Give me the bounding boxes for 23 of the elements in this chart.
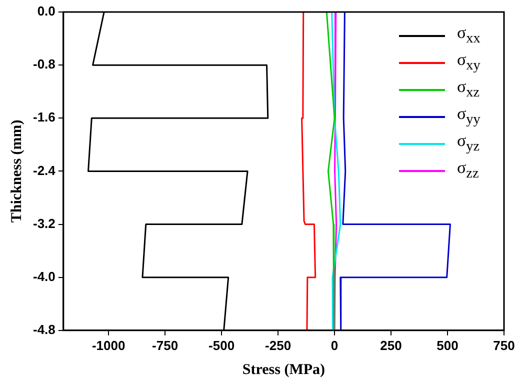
y-axis-title: Thickness (mm) <box>8 120 25 223</box>
x-tick-label: 250 <box>380 338 402 353</box>
y-tick-label: -4.0 <box>32 268 56 284</box>
y-tick-label: -3.2 <box>32 216 56 231</box>
legend-label: σ$_{yy}$ <box>457 104 480 129</box>
x-tick-label: -1000 <box>92 338 126 353</box>
x-tick-label: 750 <box>493 338 515 353</box>
legend-label: σ$_{zz}$ <box>457 158 479 183</box>
y-tick-label: -1.6 <box>32 110 56 125</box>
y-tick-label: -2.4 <box>32 162 56 178</box>
y-tick-label: -4.8 <box>32 322 56 337</box>
x-tick-label: 500 <box>436 338 458 353</box>
x-tick-label: -250 <box>265 338 292 353</box>
x-tick-label: -750 <box>152 338 178 353</box>
x-axis-title: Stress (MPa) <box>242 362 326 378</box>
legend-label: σ$_{yz}$ <box>457 131 480 156</box>
x-tick-label: 0 <box>330 338 338 353</box>
y-tick-label: -0.8 <box>32 56 56 72</box>
legend-label: σ$_{xy}$ <box>457 50 480 75</box>
legend-label: σ$_{xz}$ <box>457 77 480 102</box>
y-tick-label: 0.0 <box>37 4 56 19</box>
legend-label: σ$_{xx}$ <box>457 23 480 48</box>
x-tick-label: -500 <box>208 338 235 353</box>
